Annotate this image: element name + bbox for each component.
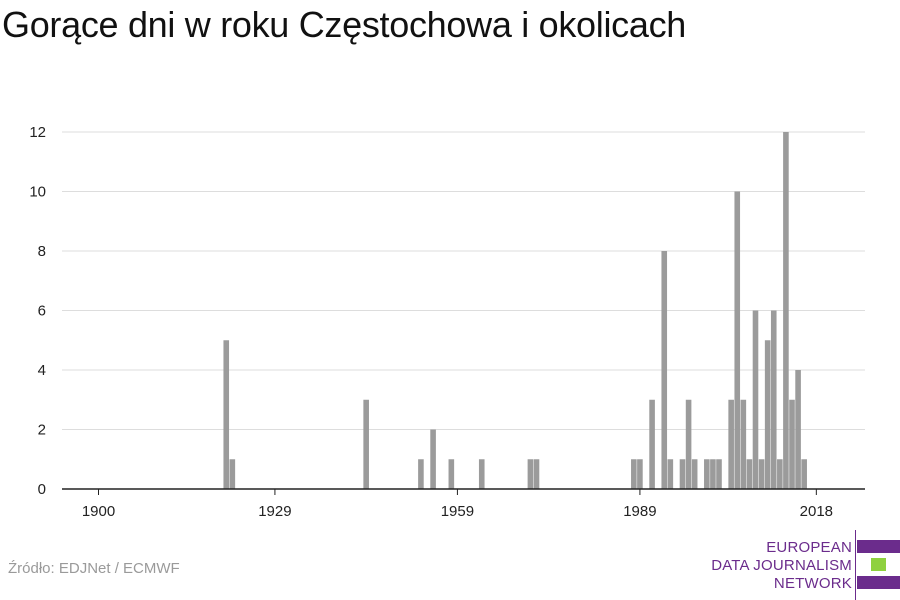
logo-separator [855,530,856,600]
source-note: Źródło: EDJNet / ECMWF [8,560,180,577]
bar [229,459,236,489]
logo-text: EUROPEAN DATA JOURNALISM NETWORK [711,539,852,593]
logo-bar-bottom [857,576,900,589]
bar [667,459,674,489]
bars [223,132,807,489]
logo-line-3: NETWORK [773,575,852,592]
bar [685,399,692,489]
bar [649,399,655,489]
y-tick-label: 2 [38,422,46,439]
gridlines [62,131,865,430]
edjnet-logo: EUROPEAN DATA JOURNALISM NETWORK [700,530,900,600]
logo-line-1: EUROPEAN [766,539,852,556]
bar [430,429,436,489]
logo-line-2: DATA JOURNALISM [711,557,852,574]
bar [758,459,765,489]
bar [783,132,789,489]
y-tick-label: 10 [29,184,46,201]
x-tick-label: 1959 [441,503,474,520]
bar [527,459,534,489]
bar [363,399,369,489]
logo-bar-top [857,540,900,553]
x-tick-label: 1989 [623,503,656,520]
bar [770,310,777,489]
x-axis: 1900 1929 1959 1989 2018 [62,488,865,520]
bar [704,459,710,489]
x-tick-label: 1900 [82,503,115,520]
bar [801,459,807,489]
bar [777,459,783,489]
bar [637,459,643,489]
bar [533,459,540,489]
bar [691,459,698,489]
bar [764,340,771,489]
bar [710,459,716,489]
bar-chart: 0 2 4 6 8 10 12 1900 1929 1959 1989 2018 [29,124,865,520]
x-tick-label: 2018 [800,503,833,520]
y-tick-label: 4 [38,362,46,379]
chart-title: Gorące dni w roku Częstochowa i okolicac… [2,4,687,45]
y-tick-label: 0 [38,481,46,498]
bar [661,251,668,489]
y-axis-ticks: 0 2 4 6 8 10 12 [29,124,46,498]
bar [679,459,686,489]
y-tick-label: 12 [29,124,46,141]
y-tick-label: 8 [38,243,46,260]
bar [728,399,734,489]
bar [789,399,795,489]
bar [418,459,424,489]
x-tick-label: 1929 [258,503,291,520]
bar [478,459,485,489]
bar [740,399,747,489]
logo-bar-middle [871,558,886,571]
bar [631,459,637,489]
bar [752,310,759,489]
bar [448,459,455,489]
bar [716,459,722,489]
bar [223,340,230,489]
bar [795,370,801,489]
bar [746,459,753,489]
y-tick-label: 6 [38,303,46,320]
bar [734,191,741,489]
